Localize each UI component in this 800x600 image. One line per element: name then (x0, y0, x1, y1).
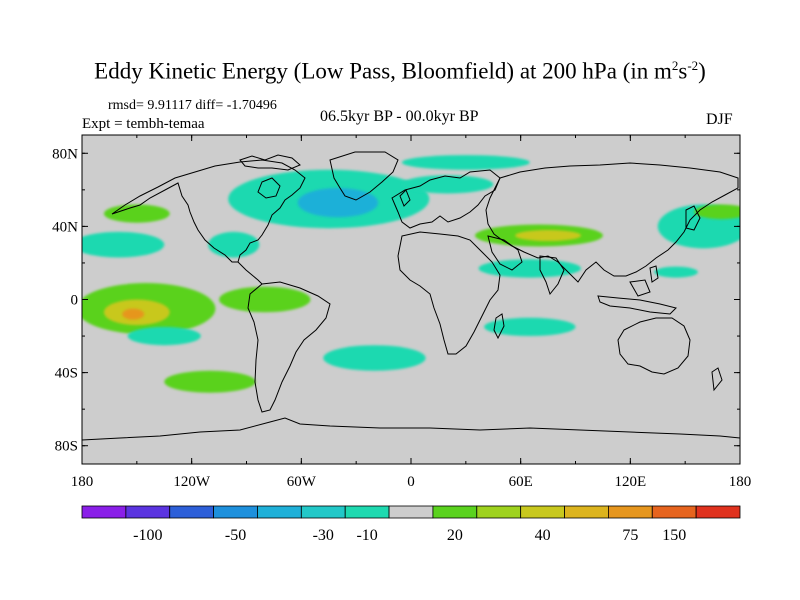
anomaly-siberia (401, 175, 494, 194)
colorbar-swatch (520, 505, 565, 519)
x-tick-label: 60E (509, 474, 533, 490)
colorbar-label: 75 (622, 527, 638, 544)
colorbar-label: -30 (313, 527, 334, 544)
colorbar-swatch (388, 505, 434, 519)
philippines (649, 265, 659, 283)
new-zealand (711, 367, 723, 392)
period-label: 06.5kyr BP - 00.0kyr BP (320, 108, 479, 125)
colorbar-label: -100 (133, 527, 162, 544)
europe-coast (391, 169, 501, 229)
anomaly-n-atlantic-core (297, 188, 379, 218)
india (539, 255, 565, 296)
y-tick-label: 80N (52, 146, 78, 162)
colorbar-swatch (169, 505, 215, 519)
colorbar-swatch (213, 505, 258, 519)
x-tick-label: 180 (729, 474, 752, 490)
x-tick-label: 120E (614, 474, 646, 490)
colorbar-swatch (125, 505, 171, 519)
anomaly-s-atlantic (323, 345, 426, 371)
colorbar-label: -50 (225, 527, 246, 544)
colorbar-swatch (476, 505, 522, 519)
coastlines (82, 151, 740, 441)
anomaly-ne-pacific-n (103, 204, 170, 223)
chart-title: Eddy Kinetic Energy (Low Pass, Bloomfiel… (94, 58, 706, 84)
indonesia (597, 295, 677, 315)
hudson-bay (257, 177, 281, 199)
axis-ticks (81, 135, 741, 464)
y-tick-label: 80S (55, 439, 78, 455)
anomaly-n-pacific (82, 231, 165, 258)
colorbar-swatch (300, 505, 346, 519)
arabia (487, 235, 523, 271)
anomaly-se-pacific (127, 326, 201, 346)
colorbar-label: 150 (662, 527, 686, 544)
anomaly-south-america (219, 286, 311, 313)
y-tick-label: 0 (71, 293, 79, 309)
anomaly-s-pacific-40s (164, 370, 256, 393)
australia-coast (617, 317, 691, 375)
antarctica-coast (82, 417, 740, 441)
japan (685, 205, 701, 231)
stats-label: rmsd= 9.91117 diff= -1.70496 (108, 98, 277, 113)
y-tick-label: 40N (52, 219, 78, 235)
borneo (629, 279, 651, 297)
colorbar-swatch (257, 505, 302, 519)
x-tick-label: 0 (407, 474, 415, 490)
central-america (237, 261, 263, 285)
anomaly-japan (654, 266, 698, 278)
colorbar-swatch (432, 505, 478, 519)
anomaly-eastern-pacific-peak (122, 308, 145, 320)
season-label: DJF (706, 111, 733, 128)
anomaly-central-us (208, 231, 260, 258)
x-tick-label: 120W (173, 474, 211, 490)
experiment-label: Expt = tembh-temaa (82, 116, 205, 132)
anomaly-india (478, 259, 581, 278)
anomaly-middle-east-core (515, 230, 581, 242)
greenland (329, 151, 399, 201)
madagascar (493, 313, 505, 340)
x-tick-label: 180 (71, 474, 94, 490)
arctic-islands (239, 154, 301, 171)
colorbar-swatch (81, 505, 127, 519)
north-america-coast (111, 159, 306, 263)
anomaly-s-indian-ocean (484, 317, 576, 337)
anomaly-arctic-n-asia (401, 155, 530, 170)
colorbar-swatch (608, 505, 653, 519)
colorbar-swatch (695, 505, 741, 519)
africa-coast (397, 231, 501, 355)
colorbar-swatch (651, 505, 697, 519)
south-america-coast (247, 281, 331, 413)
colorbar-swatch (344, 505, 390, 519)
colorbar-label: -10 (356, 527, 377, 544)
uk (399, 189, 411, 207)
y-tick-label: 40S (55, 366, 78, 382)
anomaly-nw-pacific-green (694, 204, 740, 220)
colorbar-label: 40 (535, 527, 551, 544)
colorbar-swatch (564, 505, 609, 519)
colorbar-label: 20 (447, 527, 463, 544)
x-tick-label: 60W (287, 474, 317, 490)
